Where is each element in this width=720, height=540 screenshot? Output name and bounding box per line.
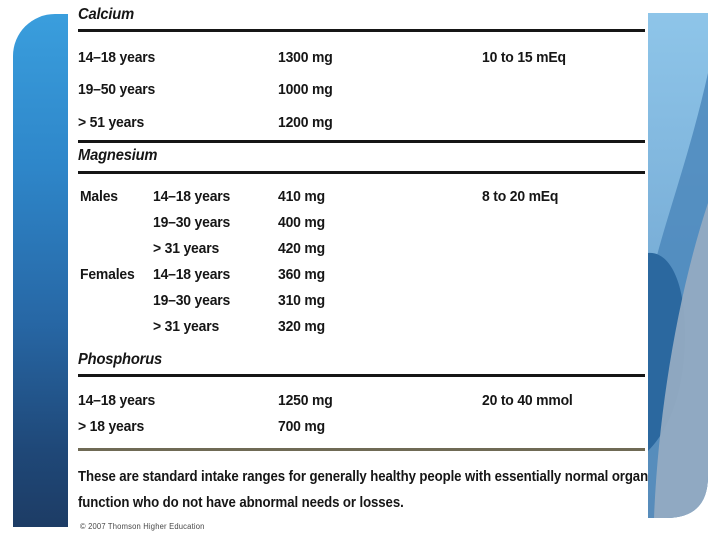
cell-amount: 700 mg [278,418,325,435]
table-row: > 31 years 420 mg [78,240,645,258]
cell-amount: 360 mg [278,266,325,283]
cell-amount: 1000 mg [278,81,333,98]
left-decorative-band [13,14,68,527]
cell-amount: 420 mg [278,240,325,257]
table-row: 14–18 years 1300 mg 10 to 15 mEq [78,49,645,67]
table-row: 14–18 years 1250 mg 20 to 40 mmol [78,392,645,410]
rule-under-phosphorus [78,374,645,377]
table-row: Females 14–18 years 360 mg [78,266,645,284]
copyright-text: © 2007 Thomson Higher Education [80,522,205,531]
cell-range: 20 to 40 mmol [482,392,573,409]
cell-age: 14–18 years [78,392,156,409]
rule-above-magnesium [78,140,645,143]
cell-amount: 310 mg [278,292,325,309]
table-row: > 31 years 320 mg [78,318,645,336]
cell-amount: 1200 mg [278,114,333,131]
section-header-magnesium: Magnesium [78,147,158,164]
table-row: > 51 years 1200 mg [78,114,645,132]
cell-range: 10 to 15 mEq [482,49,566,66]
cell-age: > 18 years [78,418,145,435]
cell-amount: 1250 mg [278,392,333,409]
cell-age: 19–50 years [78,81,156,98]
cell-range: 8 to 20 mEq [482,188,559,205]
rule-under-magnesium [78,171,645,174]
rule-above-note [78,448,645,451]
right-decorative-band [648,13,708,518]
cell-age: 19–30 years [153,292,231,309]
section-header-phosphorus: Phosphorus [78,351,163,368]
cell-age: > 51 years [78,114,145,131]
cell-age: 19–30 years [153,214,231,231]
table-row: 19–50 years 1000 mg [78,81,645,99]
table-row: Males 14–18 years 410 mg 8 to 20 mEq [78,188,645,206]
cell-age: 14–18 years [153,188,231,205]
cell-age: 14–18 years [153,266,231,283]
cell-amount: 400 mg [278,214,325,231]
section-header-calcium: Calcium [78,6,134,23]
table-note: These are standard intake ranges for gen… [78,468,649,511]
cell-group: Males [80,188,118,205]
rule-under-calcium [78,29,645,32]
table-row: 19–30 years 400 mg [78,214,645,232]
cell-group: Females [80,266,135,283]
cell-amount: 410 mg [278,188,325,205]
cell-age: > 31 years [153,318,220,335]
cell-age: 14–18 years [78,49,156,66]
table-row: 19–30 years 310 mg [78,292,645,310]
table-row: > 18 years 700 mg [78,418,645,436]
cell-amount: 1300 mg [278,49,333,66]
cell-amount: 320 mg [278,318,325,335]
cell-age: > 31 years [153,240,220,257]
